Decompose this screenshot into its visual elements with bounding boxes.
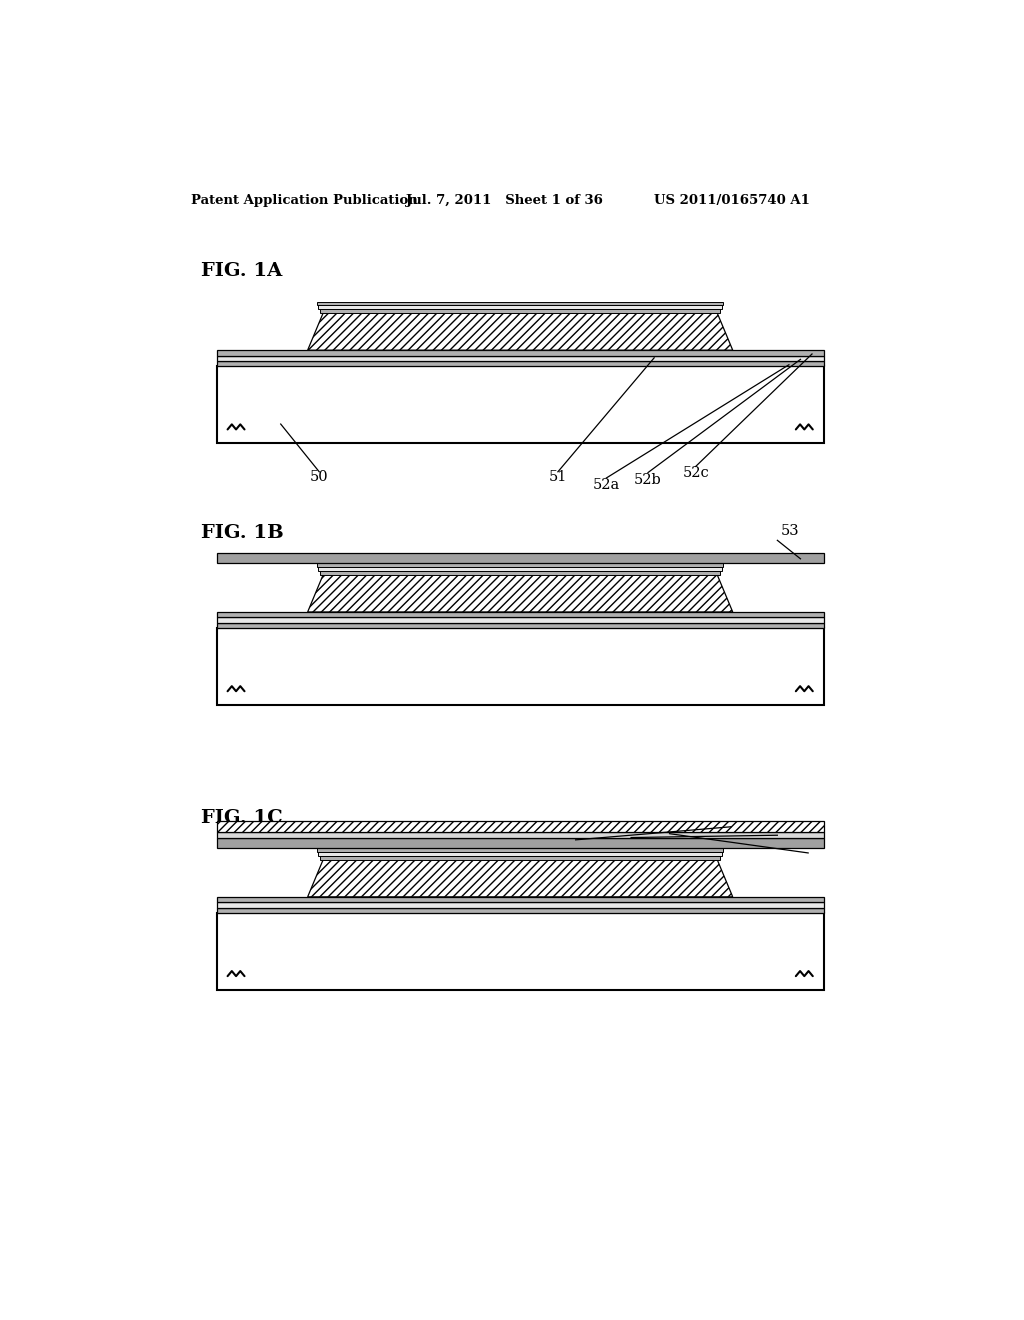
- Bar: [318, 305, 722, 309]
- Bar: [316, 302, 724, 305]
- Bar: [318, 568, 722, 572]
- Bar: [217, 838, 823, 849]
- Bar: [318, 853, 722, 857]
- Polygon shape: [307, 859, 733, 896]
- Text: 54: 54: [636, 836, 654, 849]
- Text: 52c: 52c: [682, 466, 709, 480]
- Polygon shape: [307, 576, 733, 612]
- Text: 51: 51: [549, 470, 567, 484]
- Bar: [217, 355, 823, 360]
- Text: 53: 53: [781, 524, 800, 539]
- Bar: [319, 572, 720, 576]
- Bar: [217, 612, 823, 618]
- Text: US 2011/0165740 A1: US 2011/0165740 A1: [654, 194, 810, 207]
- Text: Patent Application Publication: Patent Application Publication: [190, 194, 418, 207]
- Text: FIG. 1C: FIG. 1C: [202, 809, 284, 828]
- Bar: [217, 350, 823, 355]
- Bar: [217, 908, 823, 913]
- Bar: [217, 623, 823, 628]
- Bar: [316, 849, 724, 853]
- Bar: [217, 903, 823, 908]
- Text: Jul. 7, 2011   Sheet 1 of 36: Jul. 7, 2011 Sheet 1 of 36: [407, 194, 603, 207]
- Text: 55: 55: [552, 837, 570, 851]
- Bar: [217, 618, 823, 623]
- Bar: [316, 564, 724, 568]
- Bar: [217, 913, 823, 990]
- Polygon shape: [217, 821, 823, 832]
- Bar: [217, 628, 823, 705]
- Bar: [217, 367, 823, 444]
- Bar: [217, 553, 823, 564]
- Text: 50: 50: [310, 470, 329, 484]
- Text: FIG. 1A: FIG. 1A: [202, 263, 283, 280]
- Text: 53: 53: [674, 830, 693, 845]
- Bar: [217, 896, 823, 903]
- Text: FIG. 1B: FIG. 1B: [202, 524, 284, 543]
- Text: 52b: 52b: [634, 473, 662, 487]
- Bar: [319, 309, 720, 313]
- Text: 52a: 52a: [593, 478, 621, 492]
- Bar: [217, 360, 823, 367]
- Bar: [217, 832, 823, 838]
- Bar: [319, 857, 720, 859]
- Polygon shape: [307, 313, 733, 350]
